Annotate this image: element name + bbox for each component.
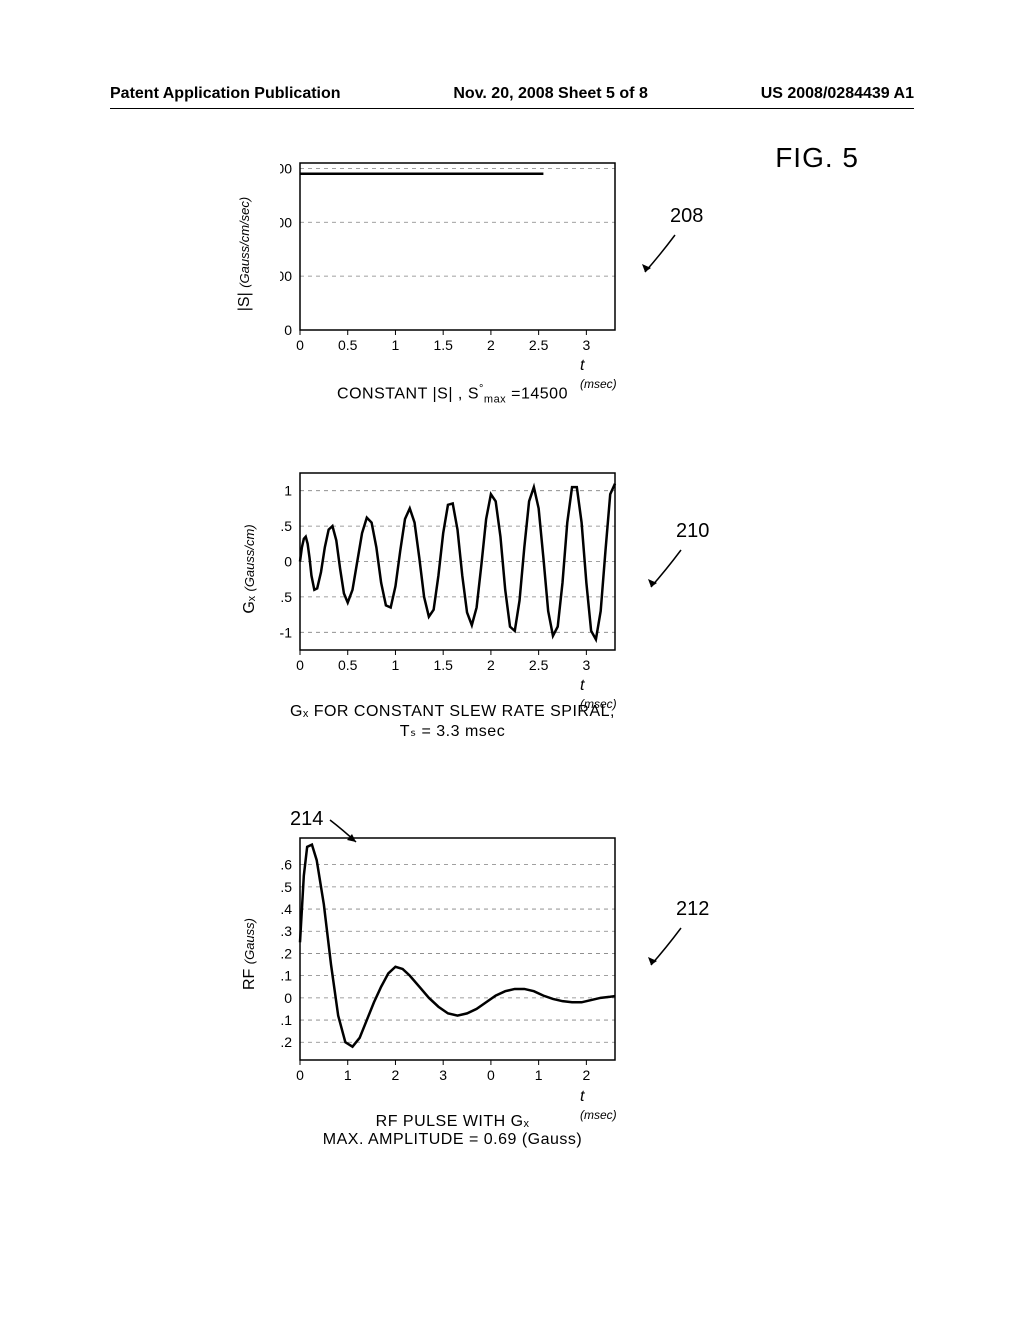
panel2-subtitle: Gₓ FOR CONSTANT SLEW RATE SPIRAL, Tₛ = 3… [280, 703, 625, 741]
panel-2: -1-0.500.5100.511.522.53 Gₓ (Gauss/cm) t… [280, 465, 625, 741]
svg-text:1.5: 1.5 [433, 337, 453, 353]
panel-3: -0.2-0.100.10.20.30.40.50.60123012 RF (G… [280, 830, 625, 1149]
header-rule [110, 108, 914, 109]
header-left: Patent Application Publication [110, 85, 341, 103]
callout-arrow-icon [328, 818, 368, 848]
panel1-ylabel: |S| (Gauss/cm/sec) [236, 164, 254, 344]
svg-text:1: 1 [284, 483, 292, 499]
svg-text:0: 0 [284, 990, 292, 1006]
svg-text:-0.1: -0.1 [280, 1012, 292, 1028]
svg-text:3: 3 [439, 1067, 447, 1083]
svg-text:2.5: 2.5 [529, 657, 549, 673]
svg-text:1.5: 1.5 [433, 657, 453, 673]
svg-text:5000: 5000 [280, 268, 292, 284]
svg-text:-0.2: -0.2 [280, 1034, 292, 1050]
callout-arrow-icon [646, 545, 696, 595]
header-right: US 2008/0284439 A1 [761, 85, 914, 103]
callout-arrow-icon [640, 230, 690, 280]
svg-text:-0.5: -0.5 [280, 589, 292, 605]
svg-text:0.5: 0.5 [280, 879, 292, 895]
callout-210: 210 [676, 520, 709, 543]
panel2-xlabel: t (msec) [580, 677, 625, 713]
svg-text:0: 0 [296, 1067, 304, 1083]
callout-212: 212 [676, 898, 709, 921]
panel3-ylabel: RF (Gauss) [241, 894, 259, 1014]
chart-3: -0.2 -0.1 0 0.1 0.2 0.3 0.4 0.5 0.6 0 1 2 3 0 1 2 [280, 830, 625, 1085]
svg-text:0.6: 0.6 [280, 857, 292, 873]
chart-1: 0 5000 10000 15000 0 0.5 1 1.5 2 2.5 3 [280, 155, 625, 355]
svg-text:2: 2 [582, 1067, 590, 1083]
svg-text:0: 0 [296, 337, 304, 353]
svg-text:2.5: 2.5 [529, 337, 549, 353]
svg-text:0.5: 0.5 [338, 337, 358, 353]
panel3-xlabel: t (msec) [580, 1088, 625, 1124]
svg-text:0.2: 0.2 [280, 945, 292, 961]
svg-text:0.3: 0.3 [280, 923, 292, 939]
callout-arrow-icon [646, 923, 696, 973]
svg-text:15000: 15000 [280, 160, 292, 176]
svg-text:0: 0 [284, 322, 292, 338]
svg-text:0.4: 0.4 [280, 901, 292, 917]
svg-text:2: 2 [487, 337, 495, 353]
page-header: Patent Application Publication Nov. 20, … [0, 85, 1024, 103]
header-center: Nov. 20, 2008 Sheet 5 of 8 [453, 85, 647, 103]
panel1-xlabel: t (msec) [580, 357, 625, 393]
svg-text:0: 0 [296, 657, 304, 673]
svg-text:0: 0 [284, 554, 292, 570]
svg-text:-1: -1 [280, 624, 292, 640]
svg-text:1: 1 [535, 1067, 543, 1083]
panel2-ylabel: Gₓ (Gauss/cm) [241, 494, 259, 644]
svg-text:0.1: 0.1 [280, 968, 292, 984]
svg-text:2: 2 [392, 1067, 400, 1083]
panel3-subtitle: RF PULSE WITH Gₓ MAX. AMPLITUDE = 0.69 (… [280, 1113, 625, 1149]
panel-1: 05000100001500000.511.522.53 |S| (Gauss/… [280, 155, 625, 406]
svg-text:0.5: 0.5 [338, 657, 358, 673]
svg-text:3: 3 [582, 657, 590, 673]
svg-text:0: 0 [487, 1067, 495, 1083]
svg-text:1: 1 [344, 1067, 352, 1083]
figure-label: FIG. 5 [775, 142, 859, 174]
callout-214: 214 [290, 808, 323, 831]
svg-text:0.5: 0.5 [280, 518, 292, 534]
panel1-subtitle: CONSTANT |S| , S°max =14500 [280, 383, 625, 406]
svg-text:10000: 10000 [280, 214, 292, 230]
svg-text:3: 3 [582, 337, 590, 353]
svg-text:2: 2 [487, 657, 495, 673]
chart-2: -1 -0.5 0 0.5 1 0 0.5 1 1.5 2 2.5 3 [280, 465, 625, 675]
svg-text:1: 1 [392, 657, 400, 673]
svg-text:1: 1 [392, 337, 400, 353]
callout-208: 208 [670, 205, 703, 228]
